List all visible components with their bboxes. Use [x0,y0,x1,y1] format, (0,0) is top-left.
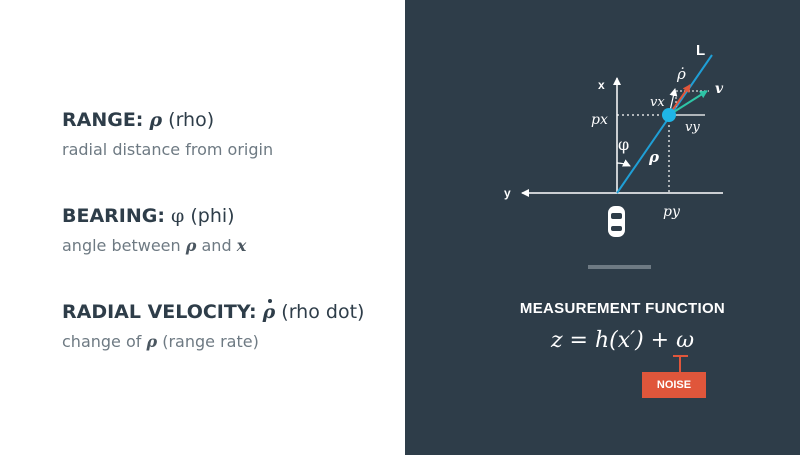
radial-velocity-symbol: ρ [262,301,276,323]
label-v: v [715,81,724,97]
bearing-description: angle between ρ and x [62,236,246,256]
bearing-term: BEARING: φ (phi) angle between ρ and x [62,204,246,256]
measurement-equation: z = h(x′) + ω [550,328,695,353]
label-rho-dot: ρ̇ [676,65,686,83]
radial-velocity-title: RADIAL VELOCITY: ρ (rho dot) [62,300,364,324]
radial-velocity-desc-rho: ρ [146,332,158,351]
label-y-axis: y [504,186,511,200]
radial-velocity-name: RADIAL VELOCITY: [62,301,257,323]
label-phi: φ [618,135,629,154]
label-vy: vy [685,120,700,135]
radial-velocity-desc-prefix: change of [62,332,142,351]
measurement-function-title: MEASUREMENT FUNCTION [519,300,726,317]
diagram-panel: L ρ̇ v vx vy x y px py φ ρ MEASUREMENT F… [405,0,800,455]
label-py: py [663,204,681,220]
bearing-symbol: φ [171,205,185,227]
bearing-desc-prefix: angle between [62,236,181,255]
label-rho: ρ [648,148,660,166]
phi-arc [616,159,631,167]
bearing-desc-x: x [236,236,247,255]
radial-velocity-description: change of ρ (range rate) [62,332,364,352]
label-x-axis: x [598,78,605,92]
range-ray [616,54,713,194]
bearing-paren: (phi) [190,205,235,227]
radar-measurement-diagram: L ρ̇ v vx vy x y px py φ ρ [504,42,724,372]
car-icon [608,206,625,237]
range-symbol: ρ [149,109,163,131]
bearing-desc-mid: and [201,236,232,255]
definitions-panel: RANGE: ρ (rho) radial distance from orig… [0,0,405,455]
section-divider [588,265,651,269]
radial-velocity-term: RADIAL VELOCITY: ρ (rho dot) change of ρ… [62,300,364,352]
bearing-desc-rho: ρ [185,236,197,255]
label-vx: vx [650,95,665,110]
noise-badge: NOISE [642,372,706,398]
label-px: px [591,112,608,128]
radial-velocity-desc-suffix: (range rate) [162,332,259,351]
range-term: RANGE: ρ (rho) radial distance from orig… [62,108,273,160]
velocity-arrow [668,90,708,116]
range-title: RANGE: ρ (rho) [62,108,273,132]
object-dot [662,108,676,122]
range-paren: (rho) [168,109,215,131]
radial-velocity-paren: (rho dot) [281,301,365,323]
range-name: RANGE: [62,109,144,131]
label-L: L [696,42,705,59]
range-description: radial distance from origin [62,140,274,159]
bearing-title: BEARING: φ (phi) [62,204,246,228]
bearing-name: BEARING: [62,205,165,227]
